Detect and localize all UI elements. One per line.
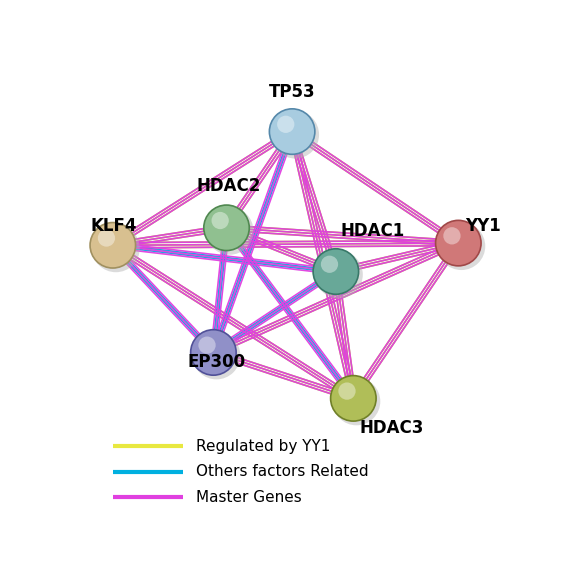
Circle shape: [206, 207, 254, 254]
Text: Others factors Related: Others factors Related: [196, 465, 369, 479]
Text: EP300: EP300: [187, 353, 245, 371]
Circle shape: [98, 229, 115, 247]
Circle shape: [270, 109, 315, 154]
Circle shape: [438, 222, 485, 270]
Circle shape: [315, 250, 363, 298]
Text: KLF4: KLF4: [91, 218, 137, 236]
Circle shape: [204, 205, 249, 250]
Circle shape: [339, 382, 356, 400]
Circle shape: [271, 111, 319, 158]
Circle shape: [211, 212, 229, 229]
Circle shape: [92, 224, 140, 272]
Text: Regulated by YY1: Regulated by YY1: [196, 439, 330, 454]
Text: YY1: YY1: [465, 216, 500, 235]
Text: HDAC3: HDAC3: [360, 419, 424, 437]
Circle shape: [190, 329, 236, 375]
Circle shape: [435, 220, 481, 266]
Circle shape: [332, 378, 380, 425]
Circle shape: [193, 332, 241, 379]
Text: HDAC1: HDAC1: [340, 223, 405, 240]
Circle shape: [331, 375, 376, 421]
Circle shape: [90, 223, 136, 268]
Text: HDAC2: HDAC2: [197, 177, 261, 195]
Circle shape: [198, 336, 215, 354]
Text: Master Genes: Master Genes: [196, 490, 302, 505]
Circle shape: [277, 116, 294, 133]
Circle shape: [313, 249, 359, 294]
Text: TP53: TP53: [269, 83, 315, 101]
Circle shape: [443, 227, 461, 244]
Circle shape: [321, 256, 338, 273]
